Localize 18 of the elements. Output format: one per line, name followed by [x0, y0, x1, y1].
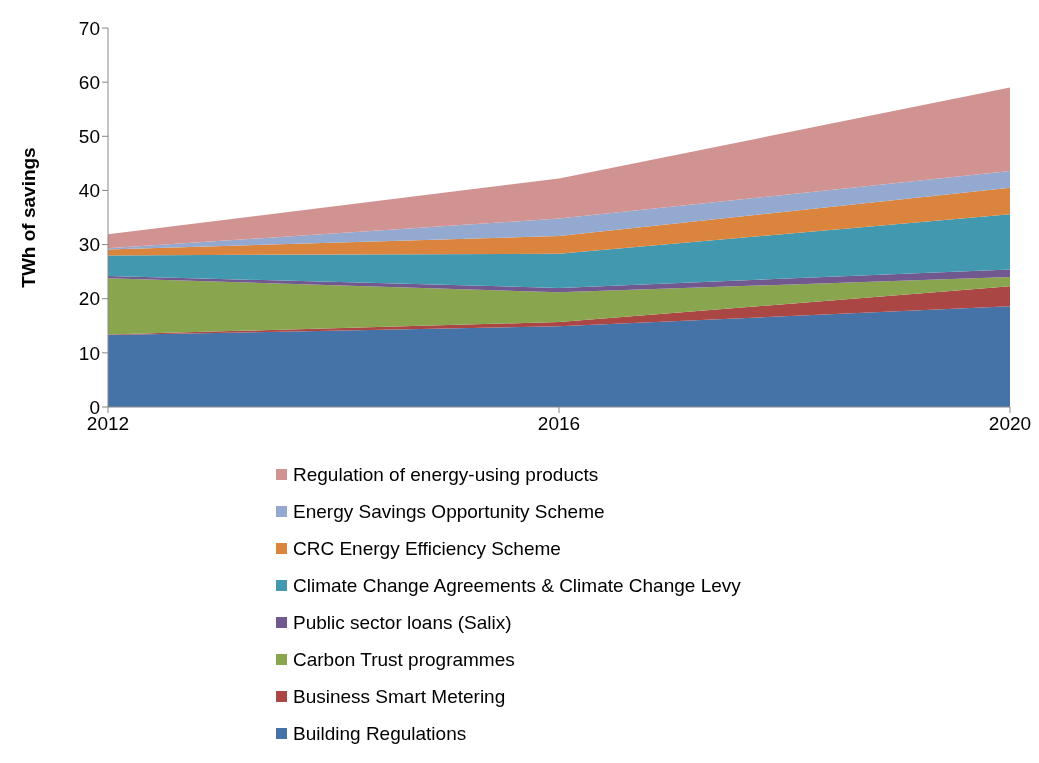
y-tick-label: 20 [78, 288, 100, 310]
y-tick-label: 40 [78, 180, 100, 202]
y-axis-title: TWh of savings [17, 147, 39, 288]
legend-label: Building Regulations [293, 722, 467, 745]
y-tick-label: 70 [78, 17, 100, 39]
y-tick-label: 30 [78, 234, 100, 256]
y-tick-label: 10 [78, 342, 100, 364]
y-tick-label: 60 [78, 71, 100, 93]
legend-label: Regulation of energy-using products [293, 463, 599, 486]
legend-label: Energy Savings Opportunity Scheme [293, 500, 605, 523]
legend-label: CRC Energy Efficiency Scheme [293, 537, 561, 560]
legend-label: Public sector loans (Salix) [293, 611, 512, 634]
legend-label: Business Smart Metering [293, 685, 506, 708]
x-tick-label: 2020 [988, 413, 1032, 435]
x-tick-label: 2016 [537, 413, 581, 435]
legend-label: Carbon Trust programmes [293, 648, 515, 671]
legend-label: Climate Change Agreements & Climate Change Levy [293, 574, 741, 597]
y-tick-label: 50 [78, 126, 100, 148]
